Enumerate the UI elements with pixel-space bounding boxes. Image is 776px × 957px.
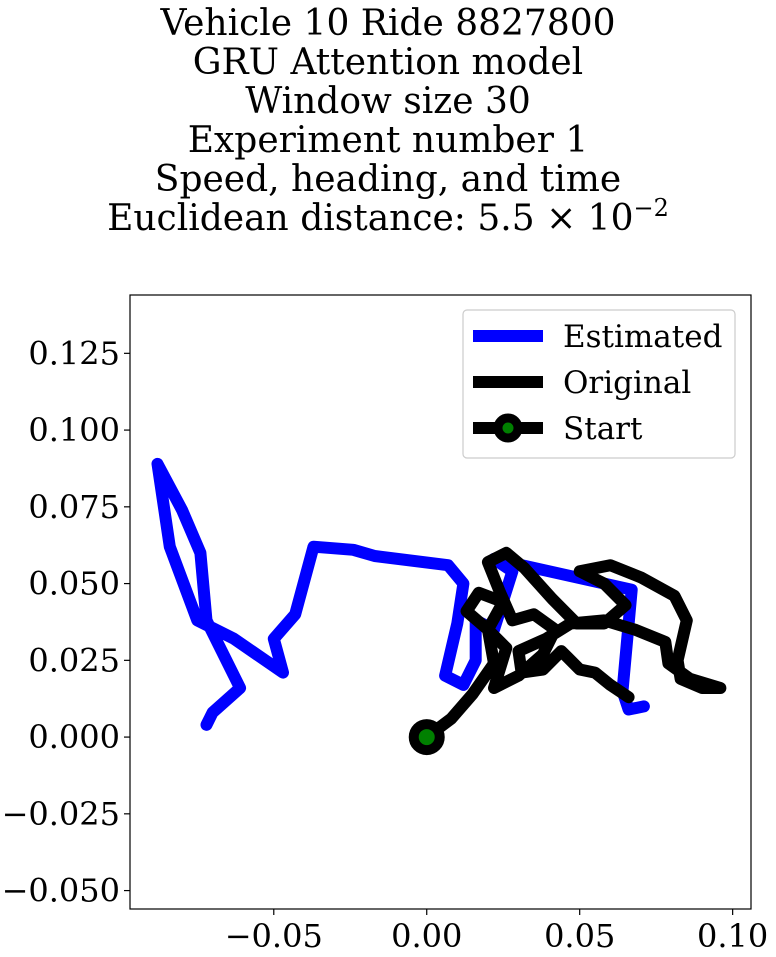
y-tick-label: 0.125 (28, 334, 120, 372)
start-marker (408, 719, 445, 756)
title-line-6-text: Euclidean distance: 5.5 × 10 (107, 198, 634, 239)
x-tick-label: 0.05 (544, 917, 615, 955)
series-layer (151, 457, 727, 756)
title-exponent: −2 (633, 194, 669, 222)
x-tick-label: 0.10 (697, 917, 768, 955)
title-line-4: Experiment number 1 (187, 120, 589, 161)
title-line-5: Speed, heading, and time (154, 159, 622, 200)
y-tick-label: −0.025 (2, 795, 120, 833)
legend-box (462, 309, 736, 459)
y-tick-label: −0.050 (2, 872, 120, 910)
legend: Estimated Original Start (462, 309, 736, 459)
x-tick-label: 0.00 (391, 917, 462, 955)
series-line-original (420, 546, 727, 744)
y-tick-label: 0.075 (28, 488, 120, 526)
y-tick-label: 0.000 (28, 718, 120, 756)
y-tick-label: 0.025 (28, 641, 120, 679)
chart-title: Vehicle 10 Ride 8827800 GRU Attention mo… (0, 0, 776, 238)
title-line-3: Window size 30 (245, 81, 531, 122)
legend-label-start: Start (563, 411, 643, 447)
x-tick-label: −0.05 (225, 917, 323, 955)
title-line-1: Vehicle 10 Ride 8827800 (160, 3, 616, 44)
legend-label-original: Original (563, 365, 691, 401)
legend-marker-start (493, 413, 523, 443)
ticks-layer: −0.05 0.00 0.05 0.10 0.125 0.100 0.075 0.050 0.0… (2, 334, 769, 955)
axes-frame (129, 294, 752, 910)
series-line-estimated (151, 457, 650, 731)
legend-label-estimated: Estimated (563, 319, 722, 355)
title-line-6: Euclidean distance: 5.5 × 10−2 (0, 196, 776, 239)
title-line-2: GRU Attention model (192, 42, 584, 83)
y-tick-label: 0.050 (28, 565, 120, 603)
y-tick-label: 0.100 (28, 411, 120, 449)
